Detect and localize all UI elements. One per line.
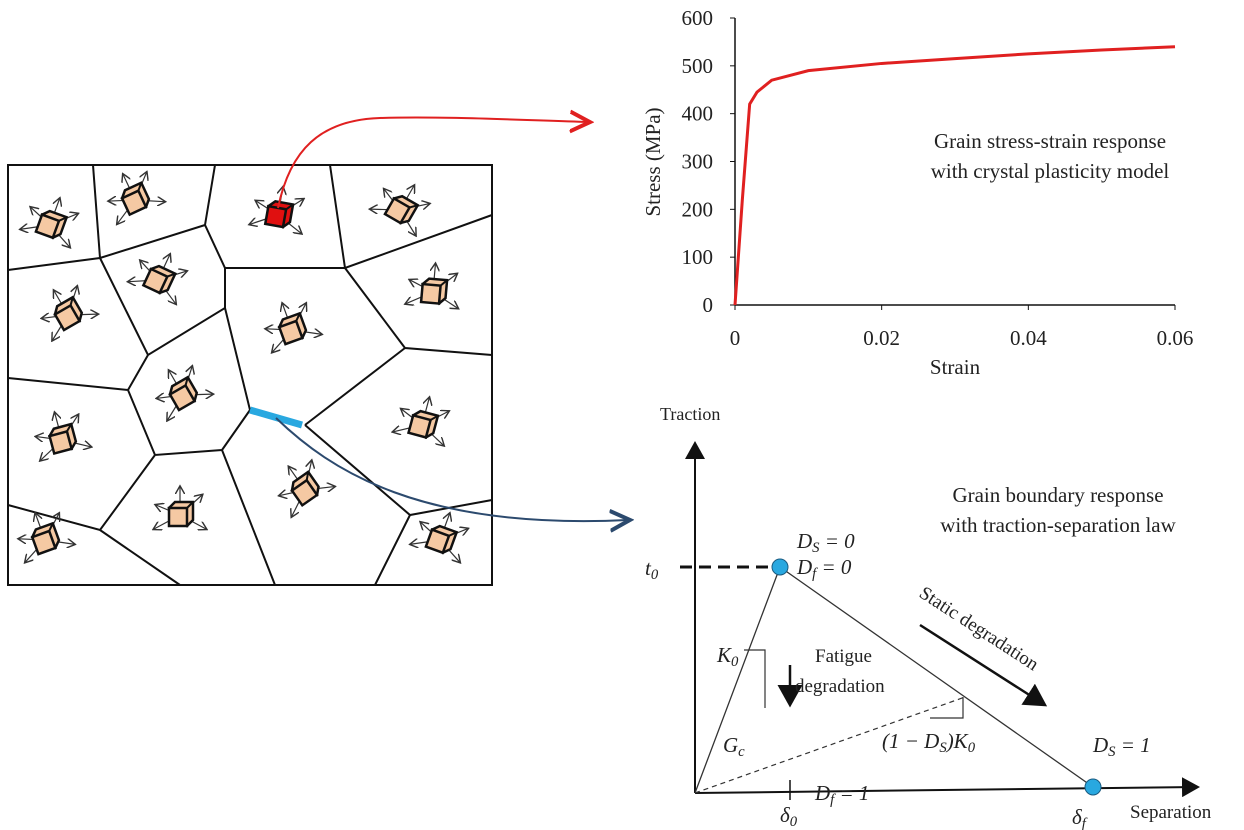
- grain-orientation: [406, 262, 461, 308]
- x-tick-label: 0.02: [863, 326, 900, 350]
- failure-point: [1085, 779, 1101, 795]
- subscript: 0: [968, 740, 976, 756]
- annotation: Grain stress-strain response: [934, 129, 1166, 153]
- subscript: f: [1082, 816, 1088, 830]
- math-label: DS = 0: [796, 529, 855, 556]
- fatigue-label: degradation: [795, 676, 885, 697]
- y-tick-label: 0: [703, 293, 714, 317]
- math-text: = 1: [1116, 733, 1151, 757]
- y-tick-label: 200: [682, 197, 714, 221]
- subscript: c: [738, 744, 745, 760]
- x-tick-label: 0.06: [1157, 326, 1194, 350]
- y-tick-label: 100: [682, 245, 714, 269]
- math-label: K0: [716, 643, 739, 670]
- math-text: = 0: [820, 529, 856, 553]
- law-curve: [695, 567, 1093, 793]
- grain-orientation: [258, 295, 321, 352]
- grain-orientation: [31, 278, 97, 340]
- grain-orientation: [393, 391, 454, 445]
- grain-orientation: [21, 190, 84, 247]
- math-text: = 0: [816, 555, 852, 579]
- highlighted-boundary: [250, 410, 302, 425]
- x-tick-label: 0.04: [1010, 326, 1047, 350]
- math-label: Df = 1: [814, 781, 869, 808]
- math-text: = 1: [834, 781, 869, 805]
- grain-orientation: [100, 164, 165, 224]
- y-tick-label: 400: [682, 102, 714, 126]
- grain-orientation: [370, 173, 436, 235]
- math-text: K: [716, 643, 732, 667]
- grain-orientation: [154, 487, 206, 529]
- math-text: D: [1092, 733, 1108, 757]
- grain-orientation: [129, 244, 194, 304]
- y-tick-label: 600: [682, 6, 714, 30]
- annotation: with traction-separation law: [940, 513, 1176, 537]
- x-axis: [695, 787, 1198, 793]
- math-text: G: [723, 733, 738, 757]
- grain-microstructure: [8, 164, 492, 585]
- cube-face: [50, 431, 72, 453]
- math-label: Df = 0: [796, 555, 852, 582]
- grain-boundaries: [8, 165, 492, 585]
- damage-onset-point: [772, 559, 788, 575]
- x-axis-label: Strain: [930, 355, 981, 379]
- math-text: D: [796, 529, 812, 553]
- link-arrow: [278, 117, 588, 208]
- y-axis-label: Traction: [660, 404, 720, 424]
- math-text: D: [814, 781, 830, 805]
- math-label: DS = 1: [1092, 733, 1151, 760]
- math-label: (1 − DS)K0: [882, 729, 976, 756]
- link-arrow: [276, 418, 628, 521]
- math-label: δf: [1072, 805, 1088, 830]
- figure: Strain Stress (MPa) Grain stress-strain …: [0, 0, 1244, 830]
- annotation: with crystal plasticity model: [931, 159, 1170, 183]
- grain-orientation: [146, 358, 212, 420]
- math-label: δ0: [780, 803, 798, 830]
- math-text: D: [796, 555, 812, 579]
- cube-face: [409, 415, 431, 437]
- slope-triangle: [744, 650, 765, 708]
- y-tick-label: 300: [682, 150, 714, 174]
- math-label: Gc: [723, 733, 745, 760]
- stress-strain-chart: Strain Stress (MPa) Grain stress-strain …: [641, 6, 1193, 379]
- subscript: 0: [790, 814, 798, 830]
- grain-orientation: [30, 406, 91, 460]
- subscript: 0: [651, 567, 659, 583]
- cube-face: [169, 508, 187, 526]
- grain-orientation: [268, 452, 335, 516]
- x-tick-label: 0: [730, 326, 741, 350]
- y-tick-label: 500: [682, 54, 714, 78]
- grain-orientation: [250, 183, 309, 233]
- cube-face: [421, 284, 441, 304]
- y-axis-label: Stress (MPa): [641, 107, 665, 216]
- subscript: 0: [731, 654, 739, 670]
- traction-separation-diagram: Traction Separation Grain boundary respo…: [645, 404, 1212, 830]
- x-axis-label: Separation: [1130, 802, 1212, 823]
- fatigue-label: Fatigue: [815, 646, 872, 667]
- math-label: t0: [645, 556, 659, 583]
- cube-face: [265, 206, 286, 227]
- annotation: Grain boundary response: [952, 483, 1163, 507]
- math-text: (1 − D: [882, 729, 939, 753]
- math-text: )K: [946, 729, 969, 753]
